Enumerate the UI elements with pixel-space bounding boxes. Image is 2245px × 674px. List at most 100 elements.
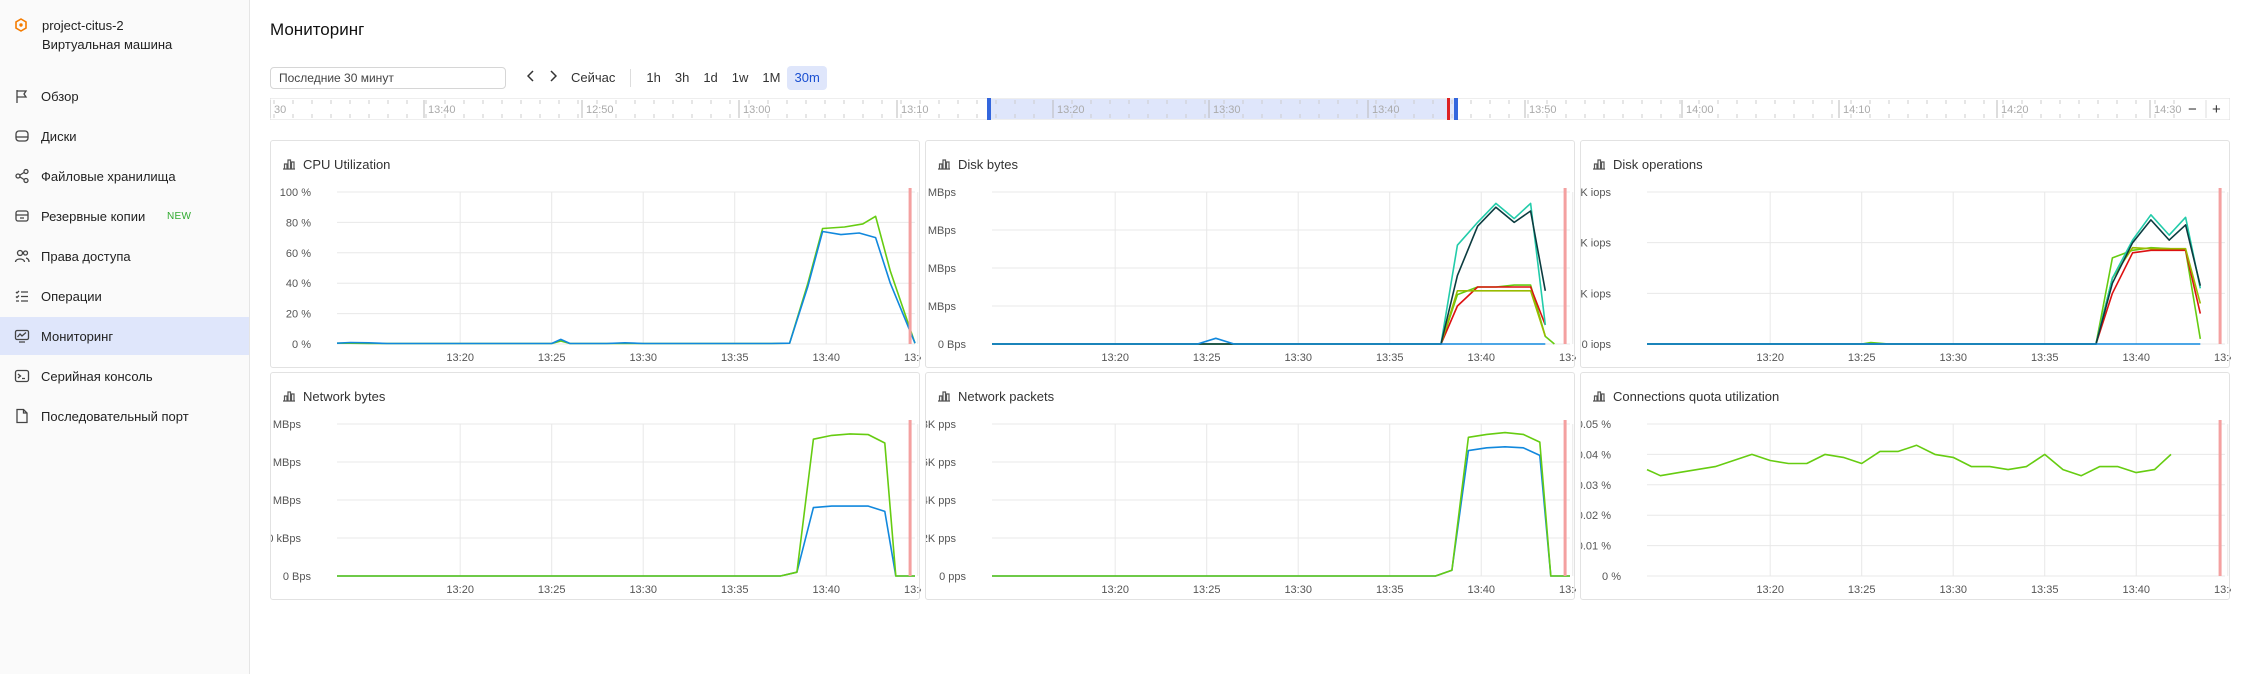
page-title: Мониторинг <box>270 20 365 39</box>
chart-panel-network-packets[interactable]: Network packets 8K pps 6K pps 4K pps 2K pps 0… <box>925 372 1576 600</box>
chart-canvas: 40 MBps 30 MBps 20 MBps 10 MBps 0 Bps 13:20 13… <box>926 187 1576 364</box>
series-line[interactable] <box>336 230 916 345</box>
chart-title: Network packets <box>958 389 1055 404</box>
timeline-right-handle[interactable] <box>1454 98 1458 120</box>
x-tick-label: 13:40 <box>1467 584 1495 596</box>
series-line[interactable] <box>1647 214 2202 345</box>
backup-icon <box>15 210 29 222</box>
x-tick-label: 13:45 <box>2214 584 2231 596</box>
x-tick-label: 13:20 <box>1101 584 1129 596</box>
y-tick-label: 10 MBps <box>926 301 956 313</box>
x-tick-label: 13:30 <box>1939 584 1967 596</box>
project-logo-icon <box>15 18 27 32</box>
x-tick-label: 13:20 <box>446 584 474 596</box>
x-tick-label: 13:40 <box>1467 352 1495 364</box>
chart-title: Network bytes <box>303 389 386 404</box>
time-range-input[interactable] <box>270 67 506 89</box>
chart-panel-connections-quota[interactable]: Connections quota utilization 0.05 % 0.04 … <box>1580 372 2231 600</box>
sidebar-item-access[interactable]: Права доступа <box>0 237 249 275</box>
prev-period-button[interactable] <box>520 66 542 90</box>
timeline-tick-label: 13:10 <box>901 104 929 116</box>
series-line[interactable] <box>992 431 1570 577</box>
now-indicator <box>908 188 912 344</box>
bar-chart-icon <box>283 391 295 402</box>
preset-1h-button[interactable]: 1h <box>639 66 667 90</box>
sidebar-item-filestores[interactable]: Файловые хранилища <box>0 157 249 195</box>
x-tick-label: 13:30 <box>629 584 657 596</box>
x-tick-label: 13:35 <box>721 352 749 364</box>
y-tick-label: 20 MBps <box>926 263 956 275</box>
timeline-tick-label: 13:40 <box>1372 104 1400 116</box>
y-tick-label: 40 % <box>286 278 311 290</box>
chart-panel-cpu-utilization[interactable]: CPU Utilization 100 % 80 % 60 % 40 % 20 % 0 % 1… <box>270 140 921 368</box>
series-line[interactable] <box>992 337 1546 345</box>
chart-panel-network-bytes[interactable]: Network bytes 2 MBps 1.5 MBps 1 MBps 500 kBp… <box>270 372 921 600</box>
series-line[interactable] <box>1647 249 2202 345</box>
sidebar-item-label: Права доступа <box>41 249 131 264</box>
share-icon <box>15 168 29 184</box>
sidebar-item-monitoring[interactable]: Мониторинг <box>0 317 249 355</box>
preset-1w-button[interactable]: 1w <box>725 66 756 90</box>
preset-30m-button[interactable]: 30m <box>787 66 827 90</box>
series-line[interactable] <box>992 202 1547 345</box>
series-line[interactable] <box>992 206 1547 345</box>
toolbar-divider <box>630 69 632 87</box>
series-line[interactable] <box>337 505 915 577</box>
y-tick-label: 40 MBps <box>926 187 956 199</box>
chart-panel-disk-bytes[interactable]: Disk bytes 40 MBps 30 MBps 20 MBps 10 MBps 0 … <box>925 140 1576 368</box>
series-line[interactable] <box>1647 246 2202 345</box>
sidebar-item-label: Последовательный порт <box>41 409 189 424</box>
zoom-out-button[interactable]: − <box>2188 101 2197 118</box>
series-line[interactable] <box>992 286 1547 345</box>
chart-panel-disk-operations[interactable]: Disk operations 3K iops 2K iops 1K iops 0 io… <box>1580 140 2231 368</box>
sidebar-item-operations[interactable]: Операции <box>0 277 249 315</box>
bar-chart-icon <box>938 391 950 402</box>
y-tick-label: 1.5 MBps <box>271 457 301 469</box>
series-line[interactable] <box>1646 444 2172 477</box>
x-tick-label: 13:45 <box>1559 584 1576 596</box>
preset-1d-button[interactable]: 1d <box>696 66 724 90</box>
y-tick-label: 0 pps <box>939 571 966 583</box>
y-tick-label: 60 % <box>286 248 311 260</box>
chart-canvas: 100 % 80 % 60 % 40 % 20 % 0 % 13:20 13:25 13:30 1… <box>280 187 921 364</box>
sidebar-item-backups[interactable]: Резервные копии NEW <box>0 197 249 235</box>
zoom-in-button[interactable]: + <box>2212 101 2221 118</box>
series-line[interactable] <box>1647 246 2202 345</box>
timeline-slider[interactable]: 30 13:40 12:50 13:00 13:10 13:20 13:30 13:40 13:… <box>270 98 2230 120</box>
y-tick-label: 0.02 % <box>1581 510 1611 522</box>
timeline-left-handle[interactable] <box>987 98 991 120</box>
chevron-left-icon <box>526 70 534 82</box>
now-indicator <box>1563 420 1567 576</box>
series-line[interactable] <box>992 446 1570 577</box>
y-tick-label: 0 % <box>292 339 311 351</box>
preset-3h-button[interactable]: 3h <box>668 66 696 90</box>
next-period-button[interactable] <box>542 66 564 90</box>
y-tick-label: 100 % <box>280 187 311 199</box>
sidebar-item-console[interactable]: Серийная консоль <box>0 357 249 395</box>
x-tick-label: 13:25 <box>1193 352 1221 364</box>
sidebar-item-disks[interactable]: Диски <box>0 117 249 155</box>
x-tick-label: 13:45 <box>2214 352 2231 364</box>
sidebar-item-label: Резервные копии <box>41 209 146 224</box>
series-line[interactable] <box>1647 219 2202 345</box>
now-indicator <box>2218 188 2222 344</box>
series-line[interactable] <box>337 215 916 345</box>
y-tick-label: 30 MBps <box>926 225 956 237</box>
x-tick-label: 13:25 <box>538 352 566 364</box>
timeline-now-marker <box>1447 98 1450 120</box>
preset-1M-button[interactable]: 1M <box>755 66 787 90</box>
chart-title: Disk bytes <box>958 157 1018 172</box>
sidebar-item-overview[interactable]: Обзор <box>0 77 249 115</box>
now-button[interactable]: Сейчас <box>564 66 622 90</box>
series-line[interactable] <box>992 290 1547 345</box>
chart-title: Disk operations <box>1613 157 1703 172</box>
y-tick-label: 2 MBps <box>271 419 301 431</box>
sidebar-item-port[interactable]: Последовательный порт <box>0 397 249 435</box>
bar-chart-icon <box>283 159 295 170</box>
series-line[interactable] <box>337 433 915 577</box>
x-tick-label: 13:45 <box>1559 352 1576 364</box>
project-type: Виртуальная машина <box>42 37 173 52</box>
chart-canvas: 0.05 % 0.04 % 0.03 % 0.02 % 0.01 % 0 % 13:20 13… <box>1581 419 2231 596</box>
